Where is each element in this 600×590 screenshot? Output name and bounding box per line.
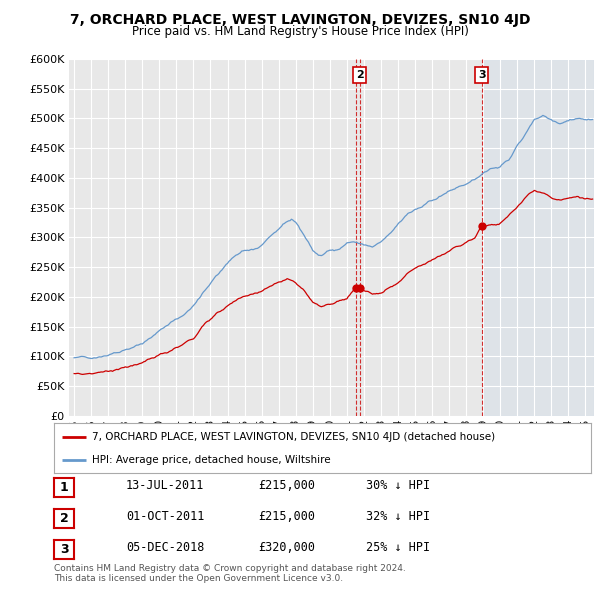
Text: £215,000: £215,000 <box>258 479 315 492</box>
Text: 01-OCT-2011: 01-OCT-2011 <box>126 510 205 523</box>
Text: 32% ↓ HPI: 32% ↓ HPI <box>366 510 430 523</box>
Text: 3: 3 <box>478 70 485 80</box>
Text: Price paid vs. HM Land Registry's House Price Index (HPI): Price paid vs. HM Land Registry's House … <box>131 25 469 38</box>
Text: 30% ↓ HPI: 30% ↓ HPI <box>366 479 430 492</box>
Text: Contains HM Land Registry data © Crown copyright and database right 2024.
This d: Contains HM Land Registry data © Crown c… <box>54 563 406 583</box>
Text: 2: 2 <box>60 512 68 525</box>
Text: HPI: Average price, detached house, Wiltshire: HPI: Average price, detached house, Wilt… <box>92 455 330 465</box>
Text: 1: 1 <box>60 481 68 494</box>
Text: 2: 2 <box>356 70 364 80</box>
Text: 7, ORCHARD PLACE, WEST LAVINGTON, DEVIZES, SN10 4JD: 7, ORCHARD PLACE, WEST LAVINGTON, DEVIZE… <box>70 13 530 27</box>
Text: 3: 3 <box>60 543 68 556</box>
Text: 25% ↓ HPI: 25% ↓ HPI <box>366 540 430 553</box>
Text: £215,000: £215,000 <box>258 510 315 523</box>
Text: 7, ORCHARD PLACE, WEST LAVINGTON, DEVIZES, SN10 4JD (detached house): 7, ORCHARD PLACE, WEST LAVINGTON, DEVIZE… <box>92 431 495 441</box>
Text: £320,000: £320,000 <box>258 540 315 553</box>
Text: 05-DEC-2018: 05-DEC-2018 <box>126 540 205 553</box>
Bar <box>483 59 594 416</box>
Text: 13-JUL-2011: 13-JUL-2011 <box>126 479 205 492</box>
